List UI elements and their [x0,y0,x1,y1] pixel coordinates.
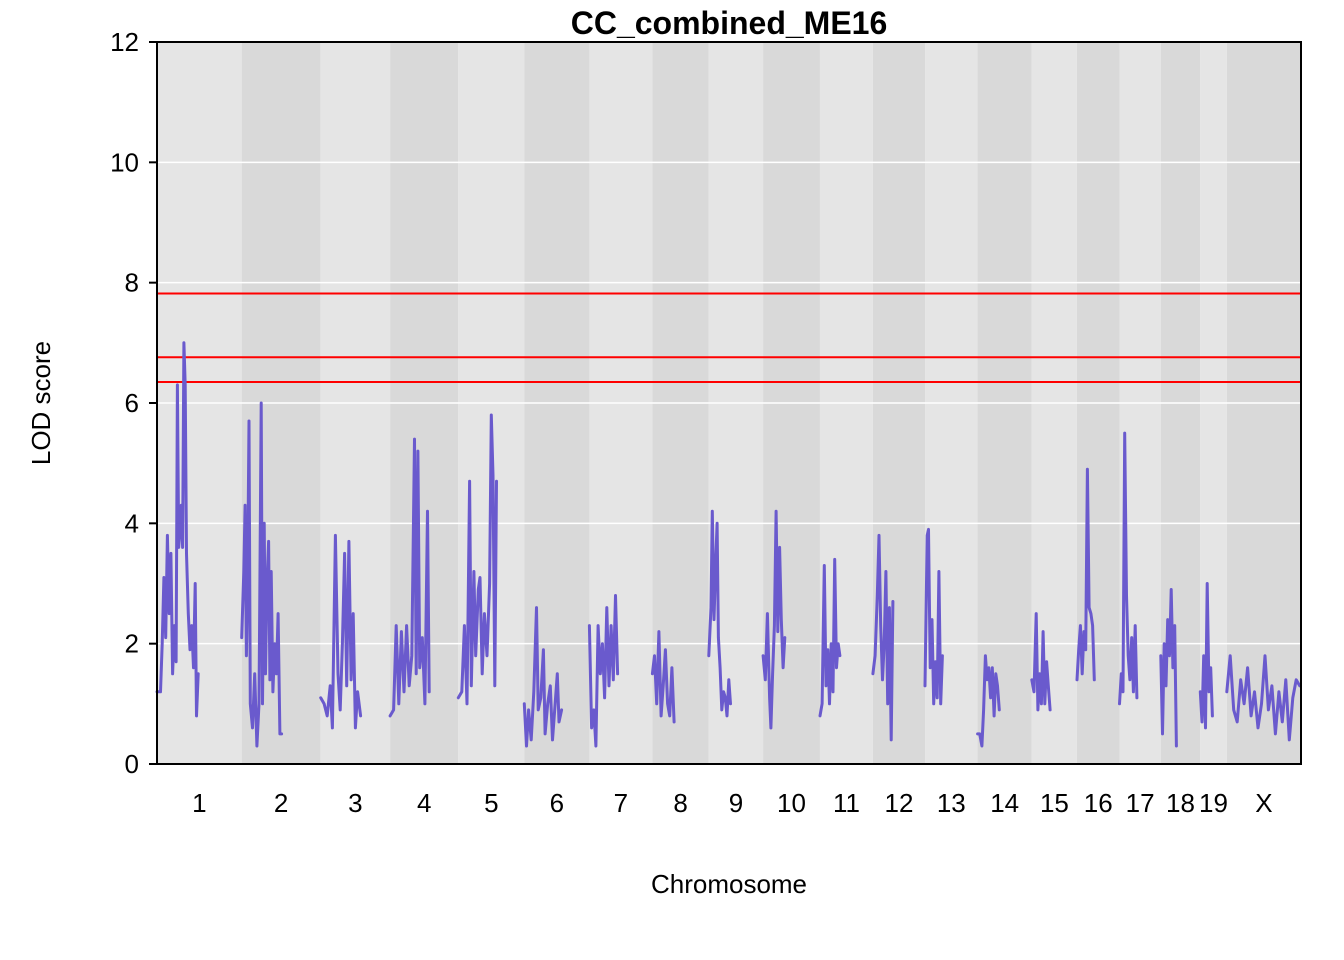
lod-line-chr-7 [587,594,620,748]
x-tick-label-13: 13 [937,788,966,818]
lod-series [155,341,1302,748]
lod-line-chr-18 [1159,588,1178,748]
x-tick-label-7: 7 [614,788,628,818]
x-axis-title: Chromosome [651,869,807,899]
y-tick-label-0: 0 [125,749,139,779]
x-tick-label-2: 2 [274,788,288,818]
y-tick-label-2: 2 [125,629,139,659]
y-axis-title: LOD score [26,341,56,465]
lod-line-chr-11 [818,557,842,718]
x-tick-label-8: 8 [673,788,687,818]
x-tick-label-4: 4 [417,788,431,818]
x-axis: 1 2 3 4 5 6 7 8 9 10 11 12 13 14 15 16 17 18 19 X [192,788,1272,818]
lod-line-chr-16 [1075,467,1096,682]
x-tick-label-10: 10 [777,788,806,818]
lod-line-chr-3 [319,533,363,730]
lod-line-chr-13 [923,527,944,706]
lod-line-chr-4 [388,437,431,718]
lod-line-chr-X [1225,654,1302,742]
x-tick-label-X: X [1255,788,1272,818]
lod-line-chr-19 [1198,582,1214,730]
y-tick-label-6: 6 [125,388,139,418]
x-tick-label-6: 6 [550,788,564,818]
y-axis: 0 2 4 6 8 10 12 [110,27,157,779]
y-tick-label-10: 10 [110,147,139,177]
lod-line-chr-12 [871,533,895,742]
x-tick-label-3: 3 [348,788,362,818]
lod-line-chr-10 [761,509,787,730]
x-tick-label-16: 16 [1084,788,1113,818]
y-tick-label-8: 8 [125,268,139,298]
lod-line-chr-17 [1118,431,1139,706]
x-tick-label-14: 14 [990,788,1019,818]
lod-line-chr-9 [707,509,732,718]
x-tick-label-1: 1 [192,788,206,818]
x-tick-label-5: 5 [484,788,498,818]
lod-line-chr-2 [240,401,284,748]
x-tick-label-17: 17 [1126,788,1155,818]
lod-line-chr-15 [1030,612,1052,712]
chart-title: CC_combined_ME16 [571,5,888,41]
x-tick-label-15: 15 [1040,788,1069,818]
lod-line-chr-14 [976,654,1001,748]
lod-line-chr-8 [650,630,676,724]
x-tick-label-19: 19 [1199,788,1228,818]
lod-line-chr-1 [155,341,200,718]
y-tick-label-12: 12 [110,27,139,57]
y-tick-label-4: 4 [125,508,139,538]
threshold-lines [157,292,1301,383]
x-tick-label-9: 9 [729,788,743,818]
x-tick-label-11: 11 [833,788,860,818]
x-tick-label-18: 18 [1166,788,1195,818]
x-tick-label-12: 12 [885,788,914,818]
lod-line-chr-5 [456,413,498,706]
lod-line-chr-6 [522,606,564,748]
